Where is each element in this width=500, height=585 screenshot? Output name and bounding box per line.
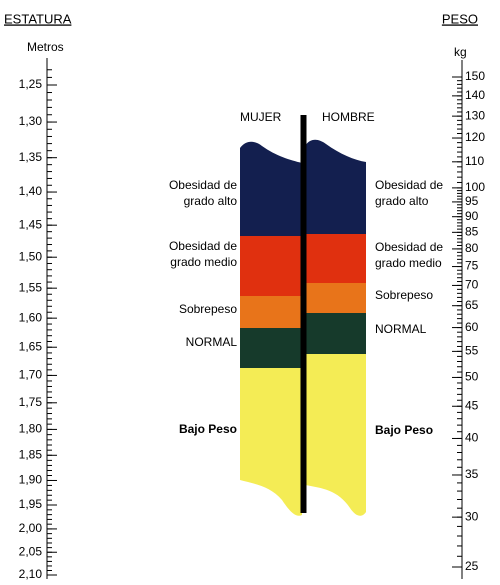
- category-label: grado medio: [170, 255, 237, 269]
- height-tick-label: 1,65: [19, 339, 43, 353]
- height-tick-label: 1,55: [19, 280, 43, 294]
- height-tick-label: 2,00: [19, 521, 43, 535]
- weight-tick-label: 130: [465, 108, 485, 122]
- weight-tick-label: 95: [465, 194, 479, 208]
- weight-tick-label: 150: [465, 69, 485, 83]
- woman-obese-medium: [240, 236, 302, 297]
- weight-tick-label: 140: [465, 88, 485, 102]
- weight-title: PESO: [442, 11, 478, 26]
- woman-header: MUJER: [240, 110, 282, 124]
- height-tick-label: 1,85: [19, 447, 43, 461]
- weight-tick-label: 85: [465, 225, 479, 239]
- man-underweight: [305, 354, 366, 516]
- height-tick-label: 1,95: [19, 497, 43, 511]
- height-tick-label: 1,75: [19, 395, 43, 409]
- category-label: Obesidad de: [375, 178, 443, 192]
- weight-tick-label: 25: [465, 559, 479, 573]
- height-tick-label: 2,10: [19, 567, 43, 581]
- height-tick-label: 1,70: [19, 368, 43, 382]
- woman-overweight: [240, 296, 302, 329]
- category-label: Obesidad de: [169, 239, 237, 253]
- category-label: grado medio: [375, 256, 442, 270]
- category-label: Obesidad de: [169, 178, 237, 192]
- height-tick-label: 1,50: [19, 249, 43, 263]
- height-tick-label: 1,35: [19, 150, 43, 164]
- weight-tick-label: 80: [465, 241, 479, 255]
- man-overweight: [305, 283, 366, 314]
- category-label: grado alto: [375, 194, 429, 208]
- weight-tick-label: 110: [465, 154, 484, 168]
- category-label: Sobrepeso: [179, 302, 237, 316]
- weight-tick-label: 40: [465, 431, 479, 445]
- height-tick-label: 2,05: [19, 544, 43, 558]
- man-normal: [305, 313, 366, 355]
- weight-tick-label: 35: [465, 467, 479, 481]
- man-header: HOMBRE: [322, 110, 375, 124]
- category-label: Obesidad de: [375, 240, 443, 254]
- weight-tick-label: 60: [465, 320, 479, 334]
- height-title: ESTATURA: [4, 11, 72, 26]
- category-label: Bajo Peso: [179, 422, 237, 436]
- height-tick-label: 1,45: [19, 217, 43, 231]
- weight-tick-label: 45: [465, 398, 479, 412]
- woman-obese-high: [240, 141, 302, 237]
- weight-tick-label: 75: [465, 259, 479, 273]
- weight-tick-label: 30: [465, 509, 479, 523]
- height-tick-label: 1,80: [19, 422, 43, 436]
- weight-tick-label: 100: [465, 180, 485, 194]
- height-tick-label: 1,40: [19, 184, 43, 198]
- weight-tick-label: 50: [465, 370, 479, 384]
- height-tick-label: 1,60: [19, 310, 43, 324]
- weight-tick-label: 65: [465, 298, 479, 312]
- category-label: NORMAL: [186, 335, 238, 349]
- category-label: Bajo Peso: [375, 423, 433, 437]
- weight-tick-label: 90: [465, 209, 479, 223]
- height-unit: Metros: [27, 40, 64, 54]
- category-label: Sobrepeso: [375, 288, 433, 302]
- category-label: grado alto: [184, 194, 238, 208]
- weight-tick-label: 55: [465, 344, 479, 358]
- weight-tick-label: 70: [465, 278, 479, 292]
- weight-unit: kg: [454, 45, 467, 59]
- category-label: NORMAL: [375, 322, 427, 336]
- height-tick-label: 1,25: [19, 77, 43, 91]
- woman-normal: [240, 328, 302, 369]
- man-obese-medium: [305, 234, 366, 284]
- height-tick-label: 1,90: [19, 473, 43, 487]
- height-tick-label: 1,30: [19, 114, 43, 128]
- weight-tick-label: 120: [465, 130, 485, 144]
- man-obese-high: [305, 139, 366, 235]
- woman-underweight: [240, 368, 302, 516]
